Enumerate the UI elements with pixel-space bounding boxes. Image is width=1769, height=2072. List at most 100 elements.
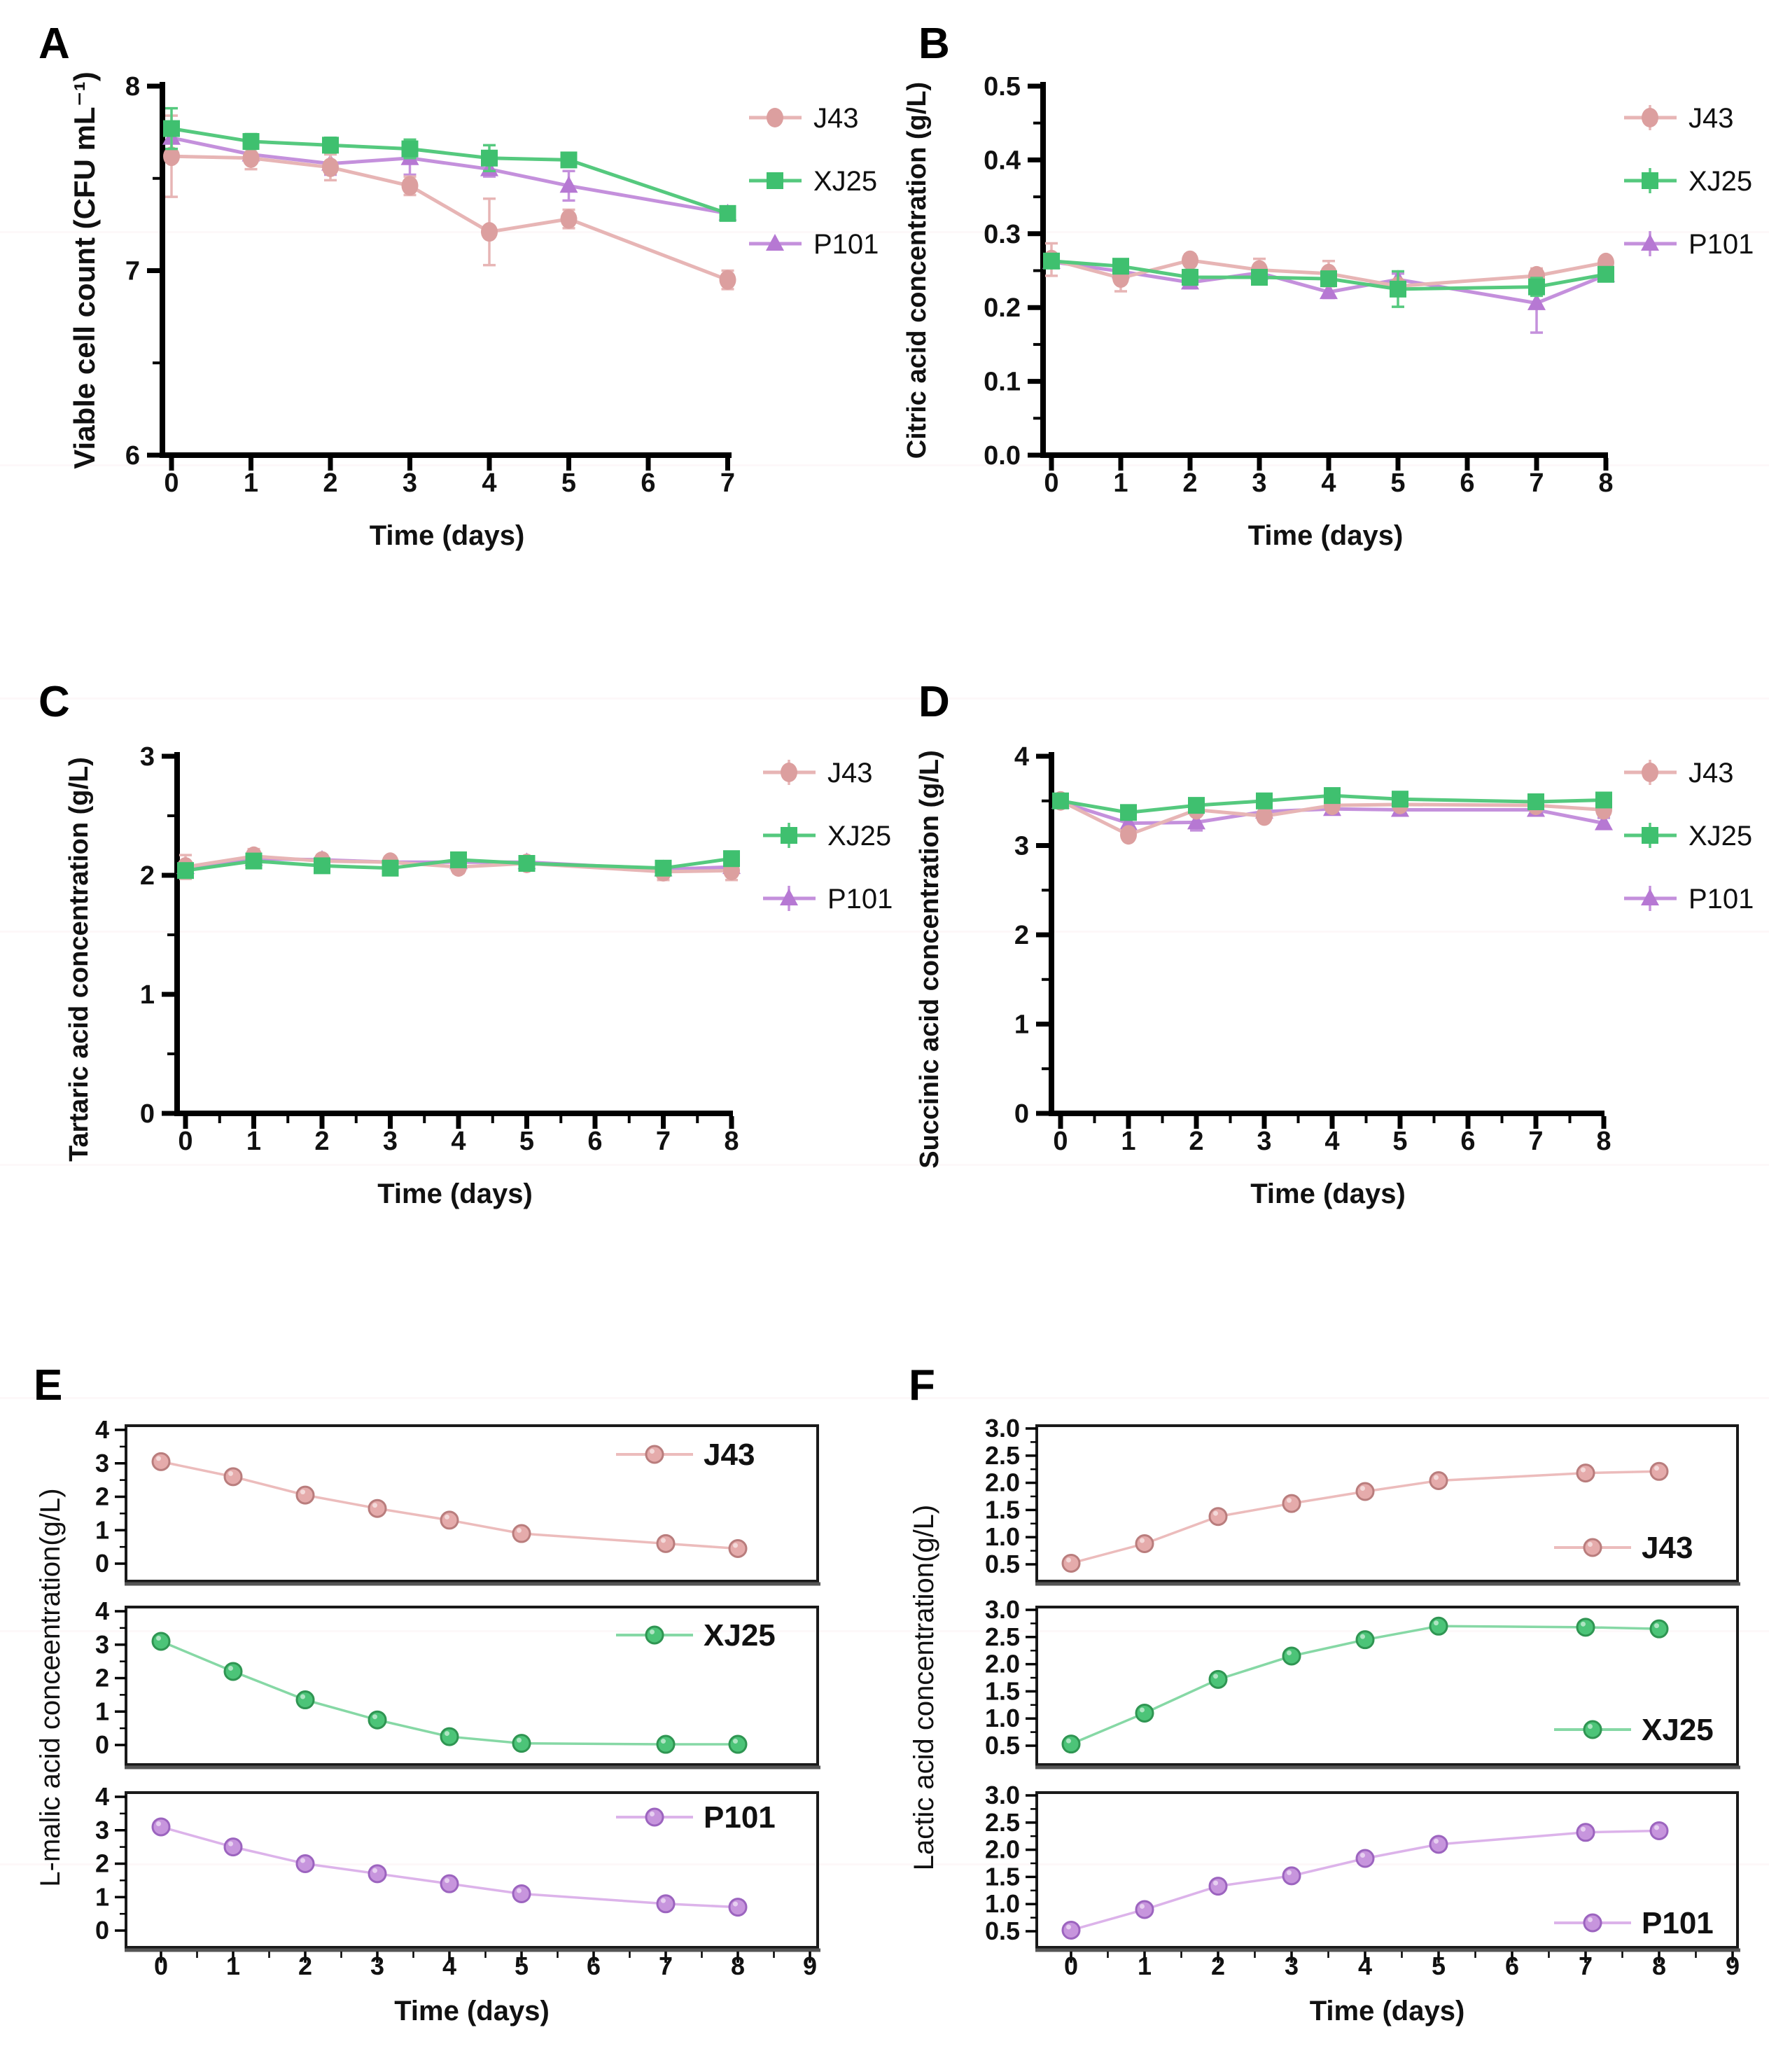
svg-text:Time (days): Time (days) [370,520,525,551]
tartaric-acid-chart: 0 1 2 3 0 1 2 3 4 5 6 7 8 Time (days) Tartaric acid co… [64,742,893,1209]
svg-text:4: 4 [1358,1952,1372,1980]
svg-text:7: 7 [656,1127,671,1156]
svg-text:2: 2 [298,1952,312,1980]
svg-text:2.0: 2.0 [985,1835,1020,1864]
svg-text:0: 0 [178,1127,193,1156]
svg-text:3: 3 [95,1816,109,1844]
svg-text:3: 3 [140,742,155,772]
svg-text:7: 7 [720,468,735,498]
svg-text:3.0: 3.0 [985,1781,1020,1809]
svg-text:J43: J43 [704,1438,755,1472]
svg-text:Tartaric acid concentration (g: Tartaric acid concentration (g/L) [64,757,94,1162]
svg-text:2.5: 2.5 [985,1808,1020,1837]
panel-label-e: E [34,1361,63,1410]
svg-text:0: 0 [1053,1127,1068,1156]
svg-text:7: 7 [659,1952,673,1980]
svg-text:Time (days): Time (days) [394,1996,550,2026]
svg-text:0.3: 0.3 [984,220,1021,249]
svg-text:8: 8 [1598,468,1613,498]
svg-text:0.5: 0.5 [984,72,1021,102]
svg-text:8: 8 [125,72,140,102]
svg-text:8: 8 [731,1952,745,1980]
svg-text:1.5: 1.5 [985,1676,1020,1705]
svg-text:0.0: 0.0 [984,441,1021,471]
panel-label-c: C [39,678,70,726]
svg-text:1: 1 [95,1515,109,1544]
svg-text:P101: P101 [827,884,893,915]
svg-text:XJ25: XJ25 [1688,821,1752,851]
svg-text:4: 4 [95,1782,109,1811]
svg-text:2.5: 2.5 [985,1441,1020,1470]
svg-text:0.4: 0.4 [984,146,1021,175]
succinic-acid-chart: 0 1 2 3 4 0 1 2 3 4 5 6 7 8 Time (days) Succinic acid c… [915,742,1754,1209]
svg-text:3.0: 3.0 [985,1595,1020,1624]
panel-label-a: A [39,20,70,68]
svg-text:1: 1 [1113,468,1128,498]
lactic-acid-stacked-chart: 0.51.01.52.02.53.0J430.51.01.52.02.53.0X… [909,1414,1740,2026]
svg-text:XJ25: XJ25 [813,166,877,197]
svg-text:2: 2 [95,1664,109,1692]
svg-text:XJ25: XJ25 [704,1618,776,1653]
svg-text:0.5: 0.5 [985,1550,1020,1578]
svg-text:P101: P101 [813,229,879,260]
svg-text:6: 6 [587,1952,601,1980]
svg-text:3: 3 [403,468,417,498]
svg-text:3: 3 [1014,832,1029,861]
svg-text:0: 0 [1014,1099,1029,1129]
svg-text:3: 3 [1285,1952,1299,1980]
svg-text:XJ25: XJ25 [1688,166,1752,197]
svg-text:7: 7 [1528,1127,1543,1156]
svg-text:6: 6 [1505,1952,1519,1980]
svg-text:2: 2 [140,861,155,891]
panel-label-b: B [918,20,950,68]
svg-text:7: 7 [125,257,140,286]
svg-text:Time (days): Time (days) [1310,1996,1465,2026]
svg-text:4: 4 [1324,1127,1339,1156]
svg-text:8: 8 [1596,1127,1611,1156]
svg-text:4: 4 [482,468,496,498]
svg-text:1: 1 [1121,1127,1135,1156]
citric-acid-chart: 0.0 0.1 0.2 0.3 0.4 0.5 0 1 2 3 4 5 6 7 8 Time (days) Ci… [902,72,1754,551]
svg-text:0: 0 [154,1952,168,1980]
svg-text:6: 6 [1460,1127,1475,1156]
svg-text:1.5: 1.5 [985,1862,1020,1891]
svg-text:J43: J43 [813,103,859,134]
svg-text:Time (days): Time (days) [1250,1178,1406,1209]
svg-text:0: 0 [1064,1952,1078,1980]
svg-text:0: 0 [95,1730,109,1759]
svg-text:J43: J43 [1642,1531,1693,1565]
svg-text:1.0: 1.0 [985,1704,1020,1732]
svg-text:P101: P101 [1688,884,1754,915]
svg-text:0: 0 [164,468,179,498]
svg-text:2.0: 2.0 [985,1650,1020,1678]
svg-text:5: 5 [515,1952,529,1980]
svg-text:0: 0 [140,1099,155,1129]
svg-text:3: 3 [1252,468,1266,498]
svg-text:4: 4 [1014,742,1029,772]
svg-text:6: 6 [641,468,655,498]
svg-text:1: 1 [226,1952,240,1980]
svg-text:J43: J43 [827,758,873,788]
svg-text:4: 4 [95,1415,109,1444]
panel-label-d: D [918,678,950,726]
svg-text:4: 4 [442,1952,456,1980]
svg-text:9: 9 [1726,1952,1740,1980]
svg-text:3: 3 [370,1952,384,1980]
svg-text:2: 2 [1014,921,1029,950]
panel-label-f: F [909,1361,935,1410]
svg-text:XJ25: XJ25 [827,821,891,851]
svg-text:2: 2 [95,1849,109,1878]
svg-text:0: 0 [95,1916,109,1945]
svg-text:3: 3 [1257,1127,1271,1156]
svg-text:Viable cell count (CFU mL⁻¹): Viable cell count (CFU mL⁻¹) [68,71,101,468]
svg-text:2: 2 [95,1482,109,1511]
svg-text:3: 3 [95,1449,109,1477]
svg-text:2: 2 [1189,1127,1203,1156]
svg-text:0.5: 0.5 [985,1731,1020,1760]
svg-text:P101: P101 [1642,1906,1714,1940]
svg-text:4: 4 [95,1597,109,1625]
svg-text:XJ25: XJ25 [1642,1713,1714,1747]
svg-text:1: 1 [244,468,258,498]
svg-text:J43: J43 [1688,758,1734,788]
